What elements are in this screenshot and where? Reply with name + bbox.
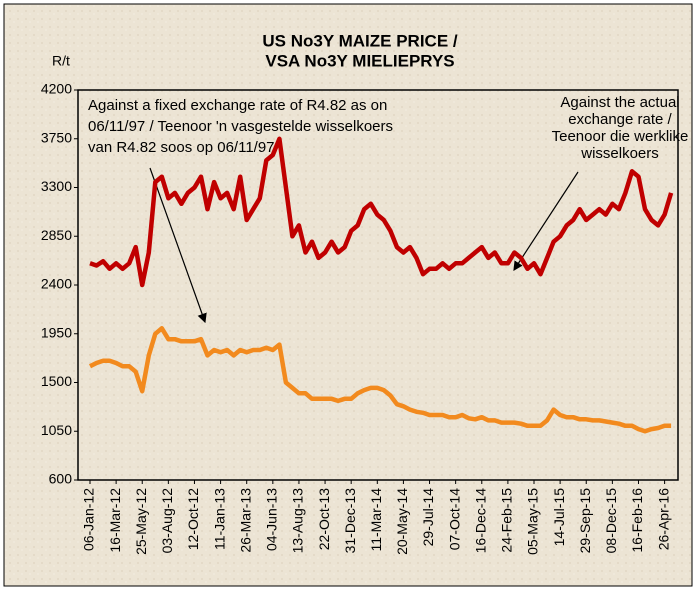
annotation: Against the actual	[560, 94, 679, 111]
series-line	[88, 326, 672, 434]
annotation: 06/11/97 / Teenoor 'n vasgestelde wissel…	[88, 118, 393, 135]
x-tick-label: 29-Sep-15	[577, 488, 593, 554]
chart-title: US No3Y MAIZE PRICE /	[262, 31, 457, 50]
x-tick-label: 07-Oct-14	[446, 488, 462, 550]
x-tick-label: 14-Jul-15	[551, 488, 567, 547]
annotation: Teenoor die werklike	[552, 128, 689, 145]
arrow	[149, 167, 207, 324]
y-tick-label: 3300	[41, 178, 72, 194]
y-tick-label: 1950	[41, 324, 72, 340]
annotation: Against a fixed exchange rate of R4.82 a…	[88, 97, 387, 114]
x-tick-label: 12-Oct-12	[185, 488, 201, 550]
y-tick-label: 3750	[41, 129, 72, 145]
x-tick-label: 11-Mar-14	[368, 488, 384, 552]
x-tick-label: 08-Dec-15	[603, 488, 619, 554]
x-tick-label: 22-Oct-13	[316, 488, 332, 550]
x-tick-label: 29-Jul-14	[420, 488, 436, 547]
x-tick-label: 16-Feb-16	[629, 488, 645, 553]
x-tick-label: 16-Dec-14	[472, 488, 488, 554]
y-axis-label: R/t	[52, 53, 70, 69]
y-tick-label: 2850	[41, 227, 72, 243]
x-tick-label: 16-Mar-12	[107, 488, 123, 553]
chart-title: VSA No3Y MIELIEPRYS	[265, 51, 454, 70]
series-line	[89, 136, 674, 288]
y-tick-label: 1050	[41, 422, 72, 438]
x-tick-label: 31-Dec-13	[342, 488, 358, 554]
x-tick-label: 26-Mar-13	[237, 488, 253, 553]
x-tick-label: 05-May-15	[525, 488, 541, 555]
x-tick-label: 13-Aug-13	[290, 488, 306, 554]
annotation: exchange rate /	[568, 111, 672, 128]
arrow	[513, 171, 579, 272]
x-tick-label: 06-Jan-12	[81, 488, 97, 551]
x-tick-label: 24-Feb-15	[499, 488, 515, 553]
plot-area	[77, 89, 679, 481]
y-tick-label: 4200	[41, 81, 72, 97]
x-tick-label: 04-Jun-13	[264, 488, 280, 551]
x-tick-label: 03-Aug-12	[159, 488, 175, 554]
x-tick-label: 25-May-12	[133, 488, 149, 555]
x-tick-label: 26-Apr-16	[655, 488, 671, 550]
annotation: van R4.82 soos op 06/11/97	[88, 139, 275, 156]
y-tick-label: 2400	[41, 276, 72, 292]
x-tick-label: 20-May-14	[394, 488, 410, 555]
annotation: wisselkoers	[580, 145, 659, 162]
x-tick-label: 11-Jan-13	[211, 488, 227, 550]
y-tick-label: 600	[49, 471, 73, 487]
y-tick-label: 1500	[41, 373, 72, 389]
